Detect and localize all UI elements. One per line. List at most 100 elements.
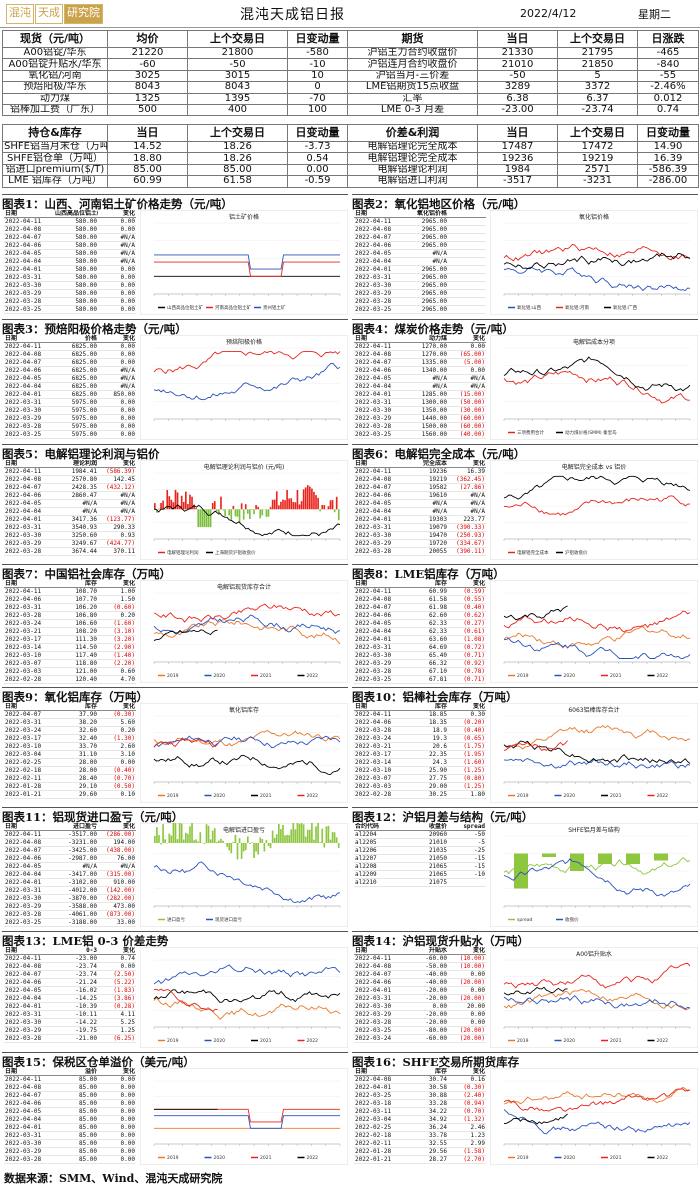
- table-cell: (1.25): [448, 766, 486, 775]
- chart-series-line: [153, 737, 218, 748]
- table-cell: -60: [107, 58, 188, 71]
- table-cell: 1350.00: [404, 406, 448, 415]
- table-header-row: 日期 溢价 变化: [4, 1068, 136, 1076]
- figure-divider: [2, 194, 348, 195]
- table-row: 2022-04-06 2860.47 #N/A: [4, 491, 136, 500]
- table-cell: 2022-04-11: [4, 467, 54, 476]
- table-cell: 67.10: [404, 667, 448, 676]
- table-row: 2022-04-06 -40.00 (20.00): [354, 978, 486, 987]
- figure-title: 图表4：煤炭价格走势（元/吨）: [352, 322, 514, 336]
- table-cell: 变化: [98, 460, 136, 468]
- table-cell: (0.80): [448, 774, 486, 783]
- table-row: 2022-04-07 37.90 (0.30): [4, 710, 136, 719]
- table-row: 动力煤 1325 1395 -70 汇率 6.38 6.37 0.012: [2, 92, 699, 105]
- table-row: 2022-04-07 2965.00: [354, 233, 486, 242]
- table-cell: 0.00: [448, 1018, 486, 1027]
- table-cell: 3.10: [98, 750, 136, 759]
- figure-data-table: 日期 动力煤 变化 2022-04-11 1270.00 0.00 2022-04-08 12…: [354, 335, 486, 439]
- table-cell: 2022-04-05: [354, 249, 404, 258]
- table-cell: 3025: [107, 69, 188, 83]
- table-cell: 2022-04-01: [354, 1083, 404, 1092]
- legend-label: 2019: [517, 673, 529, 679]
- table-cell: (10.00): [448, 962, 486, 971]
- chart-series-line: [153, 504, 341, 537]
- legend-label: 2020: [564, 1038, 576, 1044]
- table-cell: (5.22): [98, 978, 136, 987]
- table-cell: 63.60: [404, 635, 448, 644]
- table-cell: -2.46%: [637, 81, 699, 94]
- table-cell: 25.90: [404, 766, 448, 775]
- table-cell: -10: [287, 58, 348, 71]
- table-cell: 2022-04-11: [354, 342, 404, 351]
- chart-title: 氧化铝价格: [579, 213, 609, 221]
- table-cell: 2022-02-25: [4, 758, 54, 767]
- table-cell: 日期: [4, 1068, 54, 1076]
- table-cell: 33.28: [404, 1099, 448, 1108]
- figure-divider: [352, 444, 698, 445]
- table-cell: 5975.00: [54, 398, 98, 407]
- table-cell: 8043: [187, 81, 288, 94]
- table-cell: 变化: [448, 703, 486, 711]
- table-row: 2022-04-04 #N/A: [354, 257, 486, 266]
- table-cell: A00铝锭升贴水/华东: [2, 58, 108, 71]
- table-cell: #N/A: [98, 257, 136, 266]
- table-row: 2022-04-11 -3517.00 (286.00): [4, 830, 136, 839]
- table-cell: 5975.00: [54, 422, 98, 431]
- table-cell: [448, 281, 486, 290]
- table-cell: 4.11: [98, 1010, 136, 1019]
- table-row: 2022-03-29 -20.00 0.00: [354, 1010, 486, 1019]
- table-cell: #N/A: [404, 499, 448, 508]
- table-cell: LME 0-3 月差: [347, 103, 478, 117]
- table-cell: 0.00: [98, 1107, 136, 1116]
- table-cell: 2022-04-08: [4, 350, 54, 359]
- table-row: 2022-04-04 62.33 (0.61): [354, 627, 486, 636]
- table-cell: 0.00: [98, 414, 136, 423]
- table-header-row: 日期 理论利润 变化: [4, 460, 136, 468]
- table-cell: 1270.00: [404, 350, 448, 359]
- table-cell: 117.40: [54, 651, 98, 660]
- table-cell: 0.00: [98, 1083, 136, 1092]
- table-cell: 2860.47: [54, 491, 98, 500]
- table-cell: 4.70: [98, 675, 136, 684]
- chart-title: 氧化铝库存: [229, 706, 259, 714]
- table-cell: al2205: [354, 838, 404, 847]
- table-row: 2022-04-08 19219 (362.45): [354, 475, 486, 484]
- table-cell: 2022-03-28: [4, 422, 54, 431]
- legend-label: 2020: [564, 673, 576, 679]
- table-cell: 1984: [477, 163, 558, 177]
- table-row: 2022-03-31 -10.11 4.11: [4, 1010, 136, 1019]
- figure-divider: [352, 1052, 698, 1053]
- chart-series-line: [154, 1115, 340, 1129]
- table-cell: [448, 305, 486, 314]
- table-cell: 日期: [4, 210, 54, 218]
- table-cell: 2022-03-28: [4, 1155, 54, 1164]
- table-row: 2022-03-28 3674.44 370.11: [4, 547, 136, 556]
- table-cell: 动力煤: [2, 92, 108, 105]
- table-row: 2022-04-07 1335.00 (5.00): [354, 358, 486, 367]
- table-cell: #N/A: [448, 374, 486, 383]
- table-row: 2022-04-08 30.74 0.16: [354, 1075, 486, 1084]
- table-row: 2022-03-28 85.00 0.00: [4, 1155, 136, 1164]
- table-cell: #N/A: [448, 499, 486, 508]
- table-cell: 2022-04-04: [4, 257, 54, 266]
- table-cell: 合约代码: [354, 823, 404, 831]
- table-cell: (20.00): [448, 1026, 486, 1035]
- legend-label: 2021: [610, 793, 622, 799]
- table-cell: 2965.00: [404, 265, 448, 274]
- table-cell: 32.60: [54, 726, 98, 735]
- table-cell: 2022-01-21: [354, 1155, 404, 1164]
- table-cell: 日变动量: [287, 124, 348, 142]
- table-cell: -5: [448, 838, 486, 847]
- table-row: 2022-03-28 -21.00 (6.25): [4, 1034, 136, 1043]
- table-row: 2022-04-07 -40.00 0.00: [354, 970, 486, 979]
- table-row: 2022-04-11 1270.00 0.00: [354, 342, 486, 351]
- table-cell: 汇率: [347, 92, 478, 105]
- table-cell: 2965.00: [404, 225, 448, 234]
- table-cell: 0.00: [98, 1147, 136, 1156]
- table-cell: 2965.00: [404, 273, 448, 282]
- table-row: 2022-03-25 67.81 (0.71): [354, 675, 486, 684]
- table-cell: 2.60: [98, 742, 136, 751]
- table-cell: 19236: [404, 467, 448, 476]
- table-cell: 3249.67: [54, 539, 98, 548]
- table-cell: LME铝期货15点收盘: [347, 81, 478, 94]
